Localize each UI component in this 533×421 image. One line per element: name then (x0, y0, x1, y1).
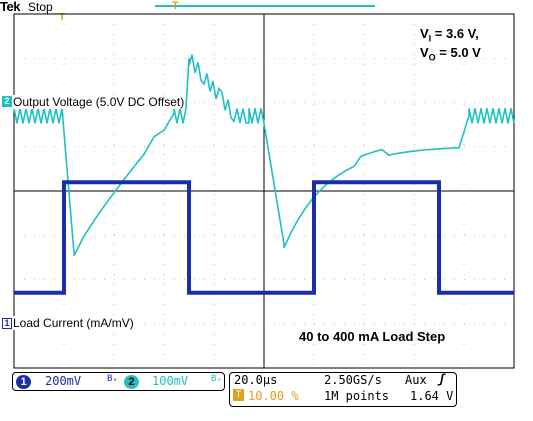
ch1-label: Load Current (mA/mV) (12, 316, 135, 330)
trigger-position-icon: T (233, 389, 244, 401)
timebase-box: 20.0μs 2.50GS/s Aux ʃ T 10.00 % 1M point… (229, 372, 457, 407)
trigger-position-top-marker: T (172, 0, 179, 12)
ch2-bandwidth-icon: Bᵥ (211, 374, 222, 384)
ch2-badge[interactable]: 2 (124, 375, 139, 389)
ch1-badge[interactable]: 1 (16, 375, 31, 389)
input-voltage-label: VI = 3.6 V, (418, 26, 481, 44)
record-length: 1M points (324, 389, 390, 403)
trigger-marker-icon: T (59, 12, 66, 23)
ch1-scale: 200mV (45, 374, 82, 388)
output-voltage-condition-label: VO = 5.0 V (418, 45, 483, 63)
ch1-ground-marker: 1 (2, 318, 12, 329)
load-step-annotation: 40 to 400 mA Load Step (297, 329, 448, 344)
ch2-ground-marker: 2 (2, 96, 12, 107)
acquisition-status: Stop (28, 0, 53, 14)
record-position-bar (155, 5, 375, 7)
trigger-position: 10.00 % (248, 389, 299, 403)
brand-logo: Tek (0, 0, 20, 14)
ch2-label: Output Voltage (5.0V DC Offset) (12, 95, 186, 109)
trigger-source: Aux (405, 373, 427, 387)
readout-panel: 1 200mV Bᵥ 2 100mV Bᵥ 20.0μs 2.50GS/s Au… (0, 369, 533, 421)
channel-scale-box: 1 200mV Bᵥ 2 100mV Bᵥ (12, 372, 225, 391)
load-current-trace (14, 180, 514, 295)
status-bar: Tek Stop T (0, 0, 533, 14)
ch2-scale: 100mV (152, 374, 189, 388)
trigger-slope-icon: ʃ (438, 372, 446, 386)
ch1-bandwidth-icon: Bᵥ (107, 374, 118, 384)
sample-rate: 2.50GS/s (324, 373, 382, 387)
trigger-level: 1.64 V (410, 389, 454, 403)
output-voltage-trace (13, 54, 515, 256)
timebase-value: 20.0μs (234, 373, 278, 387)
